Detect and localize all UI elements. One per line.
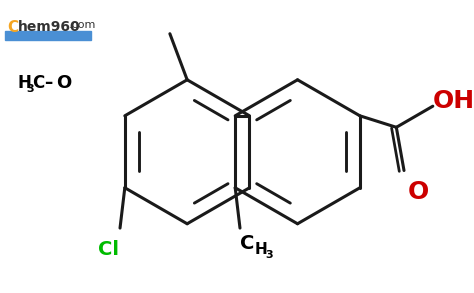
Text: OH: OH <box>433 89 474 113</box>
Text: 3: 3 <box>265 250 273 260</box>
Text: C: C <box>240 234 255 253</box>
Text: –: – <box>44 74 53 92</box>
Text: .com: .com <box>69 20 97 30</box>
Text: Cl: Cl <box>98 240 119 259</box>
Text: 3: 3 <box>26 84 34 94</box>
Text: C: C <box>8 20 19 35</box>
Text: O: O <box>408 180 429 204</box>
Text: H: H <box>17 74 31 92</box>
Text: C: C <box>32 74 44 92</box>
Text: hem960: hem960 <box>18 20 81 34</box>
Text: O: O <box>55 74 71 92</box>
Bar <box>5 31 91 40</box>
Text: H: H <box>255 242 267 257</box>
